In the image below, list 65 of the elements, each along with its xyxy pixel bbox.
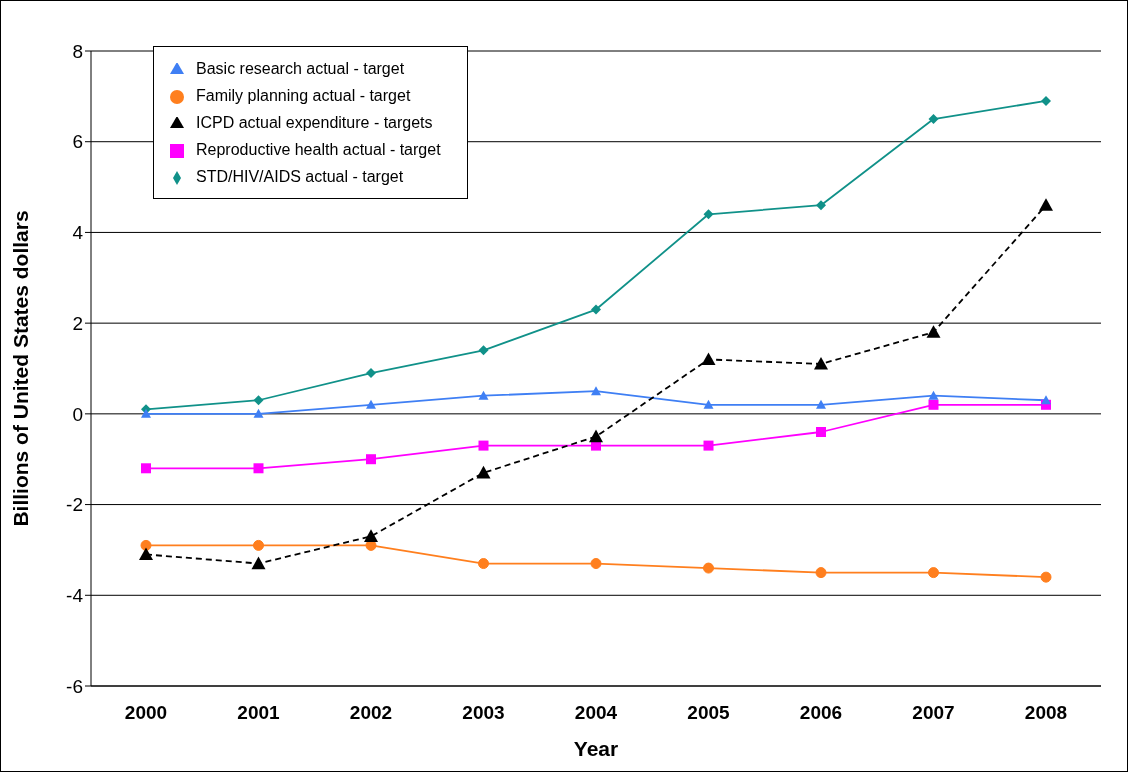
point [253,539,264,551]
x-tick-label: 2005 [687,702,731,724]
x-tick-label: 2008 [1024,702,1068,724]
y-tick-label: 8 [72,40,83,62]
x-tick-label: 2004 [574,702,618,724]
point [478,558,489,570]
legend-label: ICPD actual expenditure - targets [196,114,433,131]
point [703,209,714,220]
y-tick-label: -4 [66,585,84,607]
y-tick-label: 4 [72,222,84,244]
point [703,562,714,574]
point [1040,571,1052,583]
point [253,463,264,474]
y-tick-label: -2 [66,494,83,516]
point [590,558,602,570]
legend-label: Family planning actual - target [196,87,411,104]
x-tick-label: 2006 [799,702,843,724]
point [591,386,601,396]
y-tick-label: -6 [66,675,83,697]
point [701,352,716,366]
point [928,399,939,410]
point [140,539,152,551]
point [928,567,939,579]
point [589,429,603,443]
x-tick-label: 2000 [124,702,168,724]
point [141,408,151,418]
point [1039,198,1053,211]
y-tick-label: 0 [72,403,83,425]
point [366,399,376,409]
point [366,368,376,379]
point [366,454,376,465]
point [928,114,939,125]
x-tick-label: 2001 [237,702,281,724]
x-tick-label: 2007 [912,702,955,724]
point [478,345,489,356]
point [1041,395,1051,405]
point [703,440,714,451]
point [1041,95,1051,106]
point [251,556,266,570]
point [591,304,601,315]
point [816,200,826,211]
point [816,399,826,409]
point [478,390,489,400]
point [816,427,826,437]
x-tick-label: 2003 [462,702,505,724]
point [364,529,378,542]
legend-label: Basic research actual - target [196,60,405,77]
legend-label: STD/HIV/AIDS actual - target [196,168,404,185]
y-axis-title: Billions of United States dollars [9,210,33,527]
point [476,465,491,479]
point [478,440,489,451]
point [703,399,714,409]
point [253,408,264,418]
point [926,325,941,338]
y-tick-label: 2 [72,312,83,334]
point [141,463,151,474]
point [814,356,828,370]
point [139,547,153,561]
x-tick-label: 2002 [349,702,393,724]
y-tick-label: 6 [72,131,83,153]
point [253,395,264,406]
point [928,390,939,400]
x-axis-title: Year [573,737,619,760]
legend-label: Reproductive health actual - target [196,141,441,158]
point [815,567,827,579]
